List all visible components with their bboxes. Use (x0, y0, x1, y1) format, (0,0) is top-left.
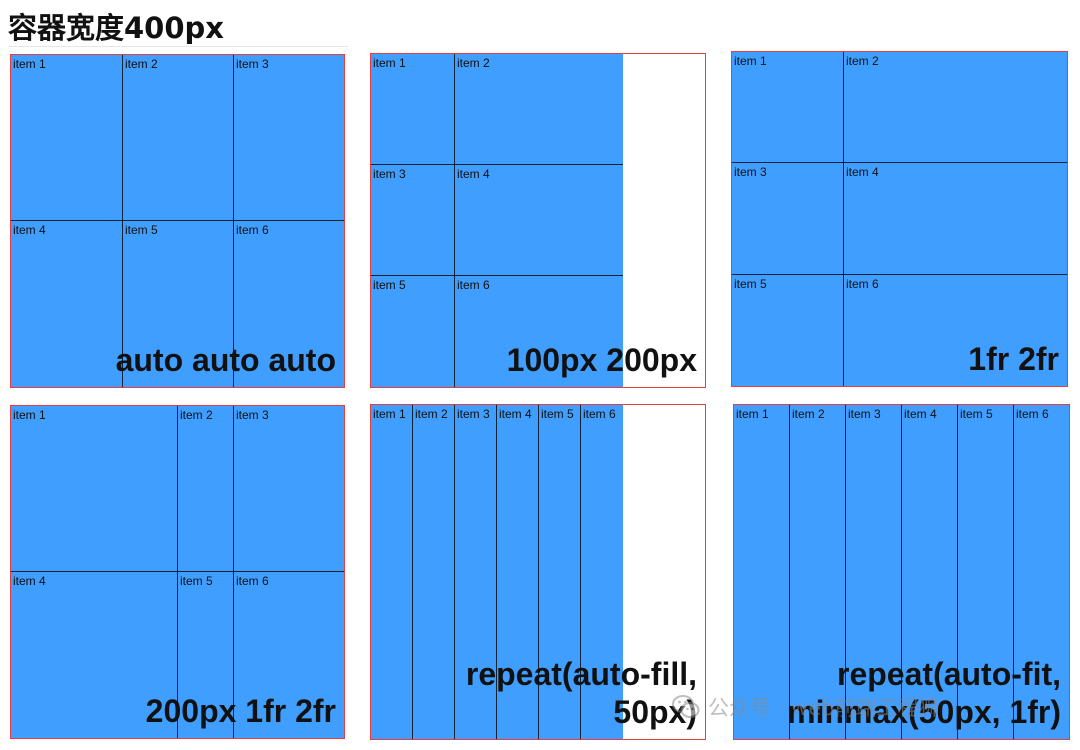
grid-container: item 1 item 2 item 3 item 4 item 5 item 6 (11, 406, 344, 738)
grid-item: item 4 (497, 405, 539, 739)
grid-item: item 6 (234, 572, 344, 738)
grid-item: item 2 (123, 55, 234, 221)
grid-item: item 5 (178, 572, 234, 738)
grid-item: item 5 (371, 276, 455, 387)
grid-item: item 1 (371, 54, 455, 165)
panel-caption: 1fr 2fr (968, 341, 1059, 377)
grid-container: item 1 item 2 item 3 item 4 item 5 item 6 (11, 55, 344, 387)
grid-container: item 1 item 2 item 3 item 4 item 5 item 6 (371, 54, 623, 387)
grid-item: item 5 (539, 405, 581, 739)
grid-panel: item 1 item 2 item 3 item 4 item 5 item 6 auto… (10, 54, 345, 388)
grid-panel: item 1 item 2 item 3 item 4 item 5 item 6 repe… (370, 404, 706, 740)
grid-item: item 6 (1014, 405, 1069, 739)
grid-item: item 6 (455, 276, 623, 387)
grid-item: item 2 (455, 54, 623, 165)
grid-item: item 5 (732, 274, 844, 386)
grid-item: item 5 (123, 221, 234, 387)
panel-caption: 100px 200px (506, 342, 697, 378)
grid-item: item 4 (844, 163, 1067, 275)
grid-container: item 1 item 2 item 3 item 4 item 5 item 6 (732, 52, 1067, 386)
grid-item: item 4 (455, 165, 623, 276)
grid-item: item 3 (455, 405, 497, 739)
grid-panel: item 1 item 2 item 3 item 4 item 5 item 6 1fr … (731, 51, 1068, 387)
grid-panel: item 1 item 2 item 3 item 4 item 5 item 6 repe… (733, 404, 1070, 740)
grid-item: item 1 (11, 55, 123, 221)
grid-item: item 3 (732, 163, 844, 275)
grid-item: item 2 (178, 406, 234, 572)
grid-item: item 3 (846, 405, 902, 739)
grid-item: item 1 (732, 52, 844, 164)
grid-item: item 6 (581, 405, 623, 739)
panel-caption: auto auto auto (115, 342, 336, 378)
grid-item: item 6 (844, 274, 1067, 386)
grid-item: item 3 (234, 55, 344, 221)
grid-item: item 5 (958, 405, 1014, 739)
grid-item: item 3 (371, 165, 455, 276)
panel-caption: repeat(auto-fit, minmax(50px, 1fr) (787, 656, 1061, 730)
grid-item: item 2 (790, 405, 846, 739)
grid-item: item 1 (734, 405, 790, 739)
grid-item: item 4 (11, 221, 123, 387)
panel-caption: 200px 1fr 2fr (145, 693, 336, 729)
grid-item: item 1 (371, 405, 413, 739)
grid-item: item 3 (234, 406, 344, 572)
grid-item: item 4 (11, 572, 178, 738)
grid-item: item 1 (11, 406, 178, 572)
page-title: 容器宽度400px (8, 11, 224, 45)
grid-item: item 4 (902, 405, 958, 739)
grid-item: item 6 (234, 221, 344, 387)
grid-item: item 2 (413, 405, 455, 739)
grid-container: item 1 item 2 item 3 item 4 item 5 item 6 (371, 405, 623, 739)
panel-caption: repeat(auto-fill, 50px) (465, 656, 697, 730)
title-divider (8, 46, 348, 47)
grid-panel: item 1 item 2 item 3 item 4 item 5 item 6 100p… (370, 53, 706, 388)
grid-panel: item 1 item 2 item 3 item 4 item 5 item 6 200p… (10, 405, 345, 739)
grid-item: item 2 (844, 52, 1067, 164)
grid-container: item 1 item 2 item 3 item 4 item 5 item 6 (734, 405, 1069, 739)
